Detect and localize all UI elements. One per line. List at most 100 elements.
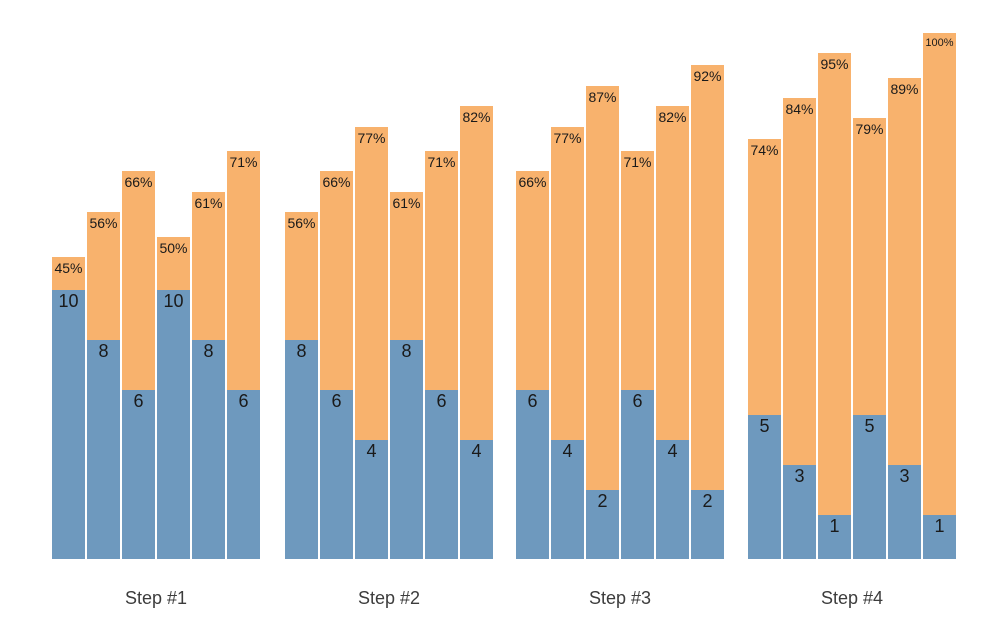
bar-bottom-segment <box>656 440 689 559</box>
bar-pct-label: 74% <box>750 142 779 158</box>
stacked-bar: 66% 6 <box>320 171 353 559</box>
stacked-bar: 66% 6 <box>122 171 155 559</box>
stacked-bar: 71% 6 <box>621 151 654 559</box>
bar-bottom-segment <box>586 490 619 559</box>
bar-value-label: 5 <box>864 416 875 436</box>
bar-pct-label: 66% <box>322 174 351 190</box>
bar-pct-label: 56% <box>89 215 118 231</box>
bar-value-label: 4 <box>667 441 678 461</box>
stacked-bar: 56% 8 <box>87 212 120 559</box>
bar-pct-label: 92% <box>693 68 722 84</box>
bar-value-label: 10 <box>58 291 79 311</box>
bar-bottom-segment <box>516 390 549 559</box>
bar-value-label: 4 <box>562 441 573 461</box>
bar-pct-label: 71% <box>427 154 456 170</box>
bar-value-label: 2 <box>702 491 713 511</box>
bar-bottom-segment <box>923 515 956 559</box>
bar-bottom-segment <box>285 340 318 559</box>
bar-pct-label: 82% <box>658 109 687 125</box>
bar-bottom-segment <box>157 290 190 559</box>
bar-pct-label: 61% <box>194 195 223 211</box>
stacked-bar: 61% 8 <box>390 192 423 559</box>
stacked-bar: 92% 2 <box>691 65 724 559</box>
stacked-bar: 89% 3 <box>888 78 921 559</box>
bar-value-label: 8 <box>401 341 412 361</box>
bar-pct-label: 100% <box>925 37 954 49</box>
bar-pct-label: 45% <box>54 260 83 276</box>
x-axis-category-label: Step #2 <box>357 588 421 608</box>
bar-value-label: 6 <box>238 391 249 411</box>
bar-bottom-segment <box>460 440 493 559</box>
stacked-bar: 84% 3 <box>783 98 816 559</box>
bar-value-label: 6 <box>527 391 538 411</box>
bar-bottom-segment <box>227 390 260 559</box>
bar-bottom-segment <box>355 440 388 559</box>
stacked-bar: 50% 10 <box>157 237 190 559</box>
x-axis-category-label: Step #4 <box>820 588 884 608</box>
x-axis-category-label: Step #3 <box>588 588 652 608</box>
stacked-bar: 77% 4 <box>355 127 388 559</box>
bar-pct-label: 95% <box>820 56 849 72</box>
bar-pct-label: 77% <box>553 130 582 146</box>
bar-pct-label: 77% <box>357 130 386 146</box>
bar-value-label: 8 <box>203 341 214 361</box>
stacked-bar: 71% 6 <box>227 151 260 559</box>
stacked-bar: 61% 8 <box>192 192 225 559</box>
stacked-bar: 56% 8 <box>285 212 318 559</box>
bar-pct-label: 79% <box>855 121 884 137</box>
bar-pct-label: 56% <box>287 215 316 231</box>
bar-value-label: 1 <box>829 516 840 536</box>
bar-pct-label: 71% <box>623 154 652 170</box>
bar-pct-label: 71% <box>229 154 258 170</box>
stacked-bar: 79% 5 <box>853 118 886 559</box>
bar-pct-label: 61% <box>392 195 421 211</box>
bar-pct-label: 66% <box>518 174 547 190</box>
bar-pct-label: 87% <box>588 89 617 105</box>
bar-bottom-segment <box>888 465 921 559</box>
bar-value-label: 2 <box>597 491 608 511</box>
bar-value-label: 10 <box>163 291 184 311</box>
bar-value-label: 6 <box>133 391 144 411</box>
bar-pct-label: 66% <box>124 174 153 190</box>
bar-bottom-segment <box>748 415 781 559</box>
bar-bottom-segment <box>853 415 886 559</box>
bar-bottom-segment <box>425 390 458 559</box>
bar-pct-label: 82% <box>462 109 491 125</box>
bar-bottom-segment <box>320 390 353 559</box>
bar-value-label: 8 <box>98 341 109 361</box>
bar-value-label: 4 <box>366 441 377 461</box>
bar-value-label: 5 <box>759 416 770 436</box>
bar-pct-label: 84% <box>785 101 814 117</box>
stacked-bar: 87% 2 <box>586 86 619 559</box>
stacked-bar: 66% 6 <box>516 171 549 559</box>
bar-bottom-segment <box>192 340 225 559</box>
stacked-bar: 82% 4 <box>656 106 689 559</box>
bar-bottom-segment <box>122 390 155 559</box>
bar-bottom-segment <box>691 490 724 559</box>
bar-value-label: 1 <box>934 516 945 536</box>
bar-bottom-segment <box>621 390 654 559</box>
bar-value-label: 6 <box>436 391 447 411</box>
bar-bottom-segment <box>87 340 120 559</box>
x-axis-category-label: Step #1 <box>124 588 188 608</box>
bar-bottom-segment <box>551 440 584 559</box>
stacked-bar: 71% 6 <box>425 151 458 559</box>
stacked-bar: 74% 5 <box>748 139 781 559</box>
bar-value-label: 8 <box>296 341 307 361</box>
bar-value-label: 3 <box>794 466 805 486</box>
bar-value-label: 6 <box>632 391 643 411</box>
bar-pct-label: 50% <box>159 240 188 256</box>
bar-bottom-segment <box>783 465 816 559</box>
bar-value-label: 3 <box>899 466 910 486</box>
bar-bottom-segment <box>52 290 85 559</box>
stacked-bar: 45% 10 <box>52 257 85 559</box>
bar-pct-label: 89% <box>890 81 919 97</box>
stacked-bar: 82% 4 <box>460 106 493 559</box>
stacked-bar: 95% 1 <box>818 53 851 559</box>
bar-value-label: 4 <box>471 441 482 461</box>
stacked-bar: 100% 1 <box>923 33 956 559</box>
stacked-bar: 77% 4 <box>551 127 584 559</box>
bar-bottom-segment <box>390 340 423 559</box>
bar-value-label: 6 <box>331 391 342 411</box>
